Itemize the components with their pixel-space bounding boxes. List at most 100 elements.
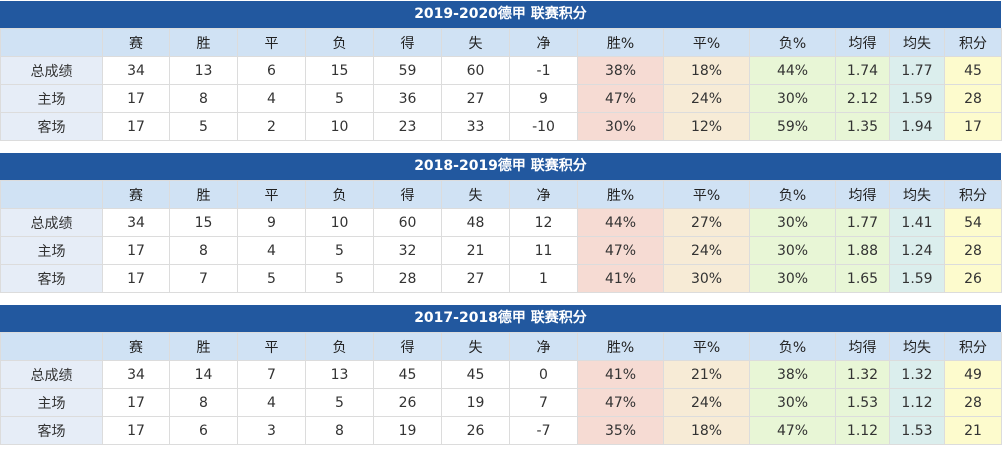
table-cell: 5	[169, 112, 238, 141]
table-cell: 7	[237, 360, 306, 389]
table-cell: 17	[102, 112, 170, 141]
header-row: 赛胜平负得失净胜% 平% 负% 均得 均失 积分	[0, 180, 1002, 209]
column-header: 负%	[749, 180, 836, 209]
table-cell: 28	[373, 264, 442, 293]
column-header: 平%	[663, 332, 750, 361]
table-cell: 30%	[663, 264, 750, 293]
table-cell: 18%	[663, 56, 750, 85]
table-cell: 5	[305, 84, 374, 113]
column-header: 失	[441, 180, 510, 209]
table-cell: 49	[944, 360, 1002, 389]
column-header: 积分	[944, 180, 1002, 209]
table-cell: -7	[509, 416, 578, 445]
column-header: 平%	[663, 180, 750, 209]
table-cell: 30%	[749, 84, 836, 113]
table-cell: 23	[373, 112, 442, 141]
table-cell: 13	[169, 56, 238, 85]
table-cell: 60	[441, 56, 510, 85]
table-cell: 30%	[749, 236, 836, 265]
column-header: 赛	[102, 332, 170, 361]
column-header: 平	[237, 28, 306, 57]
table-title: 2017-2018德甲 联赛积分	[0, 305, 1001, 332]
column-header	[0, 28, 103, 57]
column-header: 平	[237, 180, 306, 209]
table-cell: 36	[373, 84, 442, 113]
table-cell: 34	[102, 208, 170, 237]
table-cell: 8	[169, 84, 238, 113]
column-header: 胜%	[577, 180, 664, 209]
table-cell: 1.88	[835, 236, 890, 265]
standings-table-2: 2017-2018德甲 联赛积分赛胜平负得失净胜% 平% 负% 均得 均失 积分 总成绩 34…	[0, 305, 1002, 445]
table-cell: 27%	[663, 208, 750, 237]
table-row: 总成绩 34 15 9 10 60 48 12 44% 27% 30% 1.77 1.41 54	[0, 208, 1002, 237]
table-cell: 5	[237, 264, 306, 293]
column-header: 均得	[835, 332, 890, 361]
column-header: 积分	[944, 28, 1002, 57]
column-header: 平%	[663, 28, 750, 57]
table-row: 总成绩 34 13 6 15 59 60 -1 38% 18% 44% 1.74 1.77 45	[0, 56, 1002, 85]
row-label: 客场	[0, 264, 103, 293]
table-cell: 18%	[663, 416, 750, 445]
table-cell: 1.74	[835, 56, 890, 85]
table-cell: 1.65	[835, 264, 890, 293]
column-header: 胜	[169, 28, 238, 57]
table-cell: 26	[441, 416, 510, 445]
column-header: 失	[441, 28, 510, 57]
table-cell: 60	[373, 208, 442, 237]
table-row: 主场 17 8 4 5 36 27 9 47% 24% 30% 2.12 1.59 28	[0, 84, 1002, 113]
row-label: 主场	[0, 84, 103, 113]
column-header: 负%	[749, 332, 836, 361]
table-cell: 4	[237, 236, 306, 265]
row-label: 主场	[0, 236, 103, 265]
standings-table-0: 2019-2020德甲 联赛积分赛胜平负得失净胜% 平% 负% 均得 均失 积分 总成绩 34…	[0, 1, 1002, 141]
table-cell: 45	[373, 360, 442, 389]
column-header: 均失	[889, 180, 945, 209]
standings-table-1: 2018-2019德甲 联赛积分赛胜平负得失净胜% 平% 负% 均得 均失 积分 总成绩 34…	[0, 153, 1002, 293]
column-header: 得	[373, 180, 442, 209]
row-label: 总成绩	[0, 360, 103, 389]
table-cell: 1.53	[835, 388, 890, 417]
column-header: 得	[373, 28, 442, 57]
column-header: 均得	[835, 28, 890, 57]
table-cell: 1.94	[889, 112, 945, 141]
table-cell: 15	[169, 208, 238, 237]
table-cell: 48	[441, 208, 510, 237]
table-cell: 30%	[749, 208, 836, 237]
row-label: 客场	[0, 112, 103, 141]
row-label: 客场	[0, 416, 103, 445]
table-cell: 38%	[577, 56, 664, 85]
table-cell: 1.24	[889, 236, 945, 265]
table-row: 总成绩 34 14 7 13 45 45 0 41% 21% 38% 1.32 1.32 49	[0, 360, 1002, 389]
column-header: 失	[441, 332, 510, 361]
table-cell: 24%	[663, 84, 750, 113]
table-cell: 54	[944, 208, 1002, 237]
column-header: 净	[509, 28, 578, 57]
table-cell: 28	[944, 84, 1002, 113]
table-cell: 5	[305, 236, 374, 265]
table-cell: 47%	[577, 236, 664, 265]
table-cell: 21	[441, 236, 510, 265]
table-row: 客场 17 5 2 10 23 33 -10 30% 12% 59% 1.35 1.94 17	[0, 112, 1002, 141]
table-cell: 17	[102, 264, 170, 293]
column-header: 胜	[169, 180, 238, 209]
table-cell: 13	[305, 360, 374, 389]
column-header: 积分	[944, 332, 1002, 361]
table-cell: 26	[944, 264, 1002, 293]
column-header	[0, 332, 103, 361]
column-header: 均得	[835, 180, 890, 209]
table-cell: 3	[237, 416, 306, 445]
table-cell: 0	[509, 360, 578, 389]
column-header: 负	[305, 332, 374, 361]
table-cell: 6	[169, 416, 238, 445]
table-title: 2019-2020德甲 联赛积分	[0, 1, 1001, 28]
table-title: 2018-2019德甲 联赛积分	[0, 153, 1001, 180]
table-cell: -1	[509, 56, 578, 85]
table-cell: 30%	[749, 388, 836, 417]
header-row: 赛胜平负得失净胜% 平% 负% 均得 均失 积分	[0, 28, 1002, 57]
row-label: 总成绩	[0, 208, 103, 237]
table-cell: 8	[305, 416, 374, 445]
table-cell: 1.77	[835, 208, 890, 237]
table-cell: 28	[944, 236, 1002, 265]
table-cell: 1.41	[889, 208, 945, 237]
table-cell: 8	[169, 388, 238, 417]
